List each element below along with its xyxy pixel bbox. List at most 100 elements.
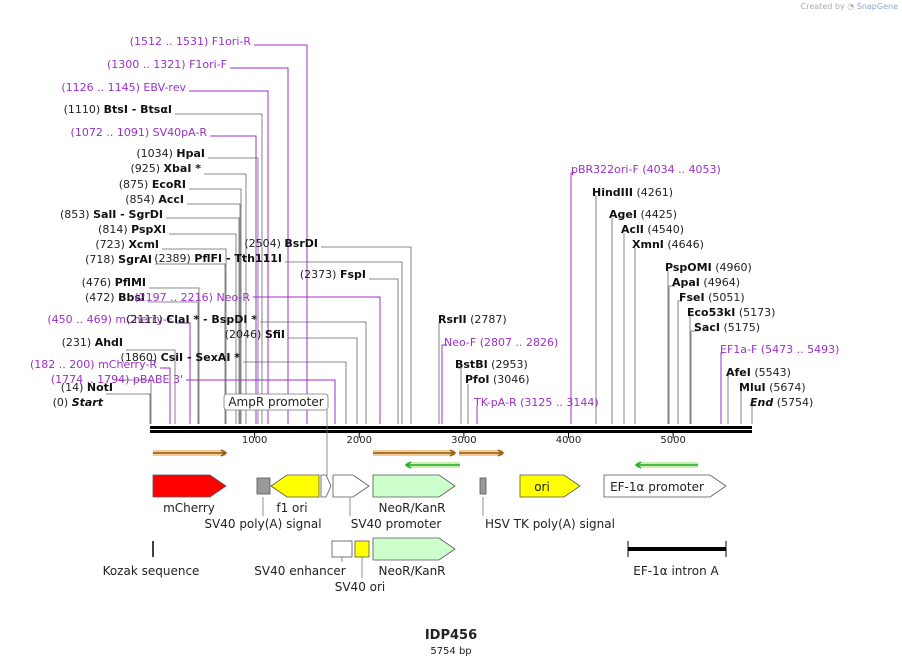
site-line-neo-r xyxy=(253,296,381,424)
feature-label-sv40-polya: SV40 poly(A) signal xyxy=(204,517,321,531)
feature-label-neor-kanr: NeoR/KanR xyxy=(378,501,445,515)
site-label-noti: (14) NotI xyxy=(61,381,113,394)
site-line-ecori xyxy=(189,188,242,424)
site-label-sali-sgrdi: (853) SalI - SgrDI xyxy=(60,208,163,221)
site-line-noti xyxy=(116,379,152,424)
feature-ori xyxy=(519,474,581,498)
site-line-sgrai xyxy=(155,263,226,424)
site-label-xmni: XmnI (4646) xyxy=(632,238,704,251)
site-label-f1ori-r: (1512 .. 1531) F1ori-R xyxy=(130,35,252,48)
site-label-pfoi: PfoI (3046) xyxy=(465,373,530,386)
site-connector-lines xyxy=(106,44,753,424)
site-line-mlui xyxy=(740,390,742,424)
feature-label-sv40-ori: SV40 ori xyxy=(335,580,386,594)
feature-ef1a-intron xyxy=(628,547,726,551)
site-line-rsrii xyxy=(438,322,441,424)
plasmid-name: IDP456 xyxy=(424,628,478,643)
site-label-saci: SacI (5175) xyxy=(694,321,760,334)
credit-prefix: Created by xyxy=(800,2,845,11)
site-line-hindiii xyxy=(595,195,597,424)
site-label-pbr322ori-f: pBR322ori-F (4034 .. 4053) xyxy=(571,163,721,176)
site-line-hpai xyxy=(208,157,259,424)
plasmid-length: 5754 bp xyxy=(430,646,472,657)
site-label-ef1a-f: EF1a-F (5473 .. 5493) xyxy=(720,343,839,356)
feature-track: AmpR promoter mCherry f1 ori SV40 poly(A) s… xyxy=(103,393,727,594)
site-line-fsei xyxy=(677,300,682,424)
feature-ef1a-promoter xyxy=(603,474,727,498)
site-label-sfii: (2046) SfiI xyxy=(225,328,285,341)
site-label-bbsi: (472) BbsI xyxy=(85,291,145,304)
feature-label-ef1a-promoter: EF-1α promoter xyxy=(610,480,704,494)
site-line-afei xyxy=(727,375,729,424)
site-label-agei: AgeI (4425) xyxy=(609,208,677,221)
site-label-pspxi: (814) PspXI xyxy=(98,223,166,236)
feature-sv40-ori xyxy=(354,540,370,558)
site-label-pflfi-tth111i: (2389) PflFI - Tth111I xyxy=(154,252,282,265)
site-line-neo-f xyxy=(441,344,447,424)
site-label-apai: ApaI (4964) xyxy=(672,276,740,289)
position-ruler: 1000 2000 3000 4000 5000 xyxy=(242,433,686,446)
site-label-mcherry-r: (182 .. 200) mCherry-R xyxy=(30,358,157,371)
site-label-hindiii: HindIII (4261) xyxy=(592,186,673,199)
site-line-fspi xyxy=(369,278,399,424)
site-label-fsei: FseI (5051) xyxy=(679,291,745,304)
site-line-end xyxy=(751,405,753,424)
snapgene-logo-icon: ◔ xyxy=(847,2,855,11)
site-line-bsrdi xyxy=(321,246,412,424)
site-line-pflmi xyxy=(149,287,200,424)
site-label-mcherry-f: (450 .. 469) mCherry-F xyxy=(47,313,173,326)
feature-ampr-promoter-arrow xyxy=(320,474,332,498)
site-label-csii-sexai: (1860) CsiI - SexAI * xyxy=(121,351,241,364)
site-line-pflfi-tth111i xyxy=(285,261,403,424)
site-label-tk-pa-r: TK-pA-R (3125 .. 3144) xyxy=(473,396,599,409)
site-label-start: (0) Start xyxy=(53,396,104,409)
feature-label-ef1a-intron: EF-1α intron A xyxy=(633,564,719,578)
site-line-sv40pa-r xyxy=(210,135,257,424)
site-line-xbai xyxy=(204,173,247,424)
site-line-ef1a-f xyxy=(720,352,723,424)
site-label-pspomi: PspOMI (4960) xyxy=(665,261,752,274)
feature-neor-kanr-2 xyxy=(372,537,456,561)
site-label-fspi: (2373) FspI xyxy=(300,268,366,281)
site-label-afei: AfeI (5543) xyxy=(726,366,791,379)
site-label-neo-r: (2197 .. 2216) Neo-R xyxy=(134,291,250,304)
site-line-mcherry-f xyxy=(176,322,191,424)
site-label-xbai: (925) XbaI * xyxy=(130,162,201,175)
feature-label-sv40-enhancer: SV40 enhancer xyxy=(254,564,345,578)
site-label-rsrii: RsrII (2787) xyxy=(438,313,507,326)
site-line-bbsi xyxy=(148,301,199,424)
snapgene-credit: Created by ◔ SnapGene xyxy=(801,2,898,11)
site-line-btsi-bts-i xyxy=(175,113,263,424)
site-label-ecori: (875) EcoRI xyxy=(119,178,186,191)
site-label-pflmi: (476) PflMI xyxy=(82,276,146,289)
site-line-sfii xyxy=(288,337,358,424)
feature-label-neor-kanr-2: NeoR/KanR xyxy=(378,564,445,578)
site-label-hpai: (1034) HpaI xyxy=(136,147,205,160)
site-label-acci: (854) AccI xyxy=(125,193,184,206)
tick-label-5000: 5000 xyxy=(660,435,685,446)
site-line-pbr322ori-f xyxy=(570,172,574,424)
site-line-mcherry-r xyxy=(160,367,171,424)
site-label-bstbi: BstBI (2953) xyxy=(455,358,528,371)
site-line-f1ori-r xyxy=(254,44,308,424)
feature-label-hsv-tk-polya: HSV TK poly(A) signal xyxy=(485,517,615,531)
site-labels: (0) Start (14) NotI (182 .. 200) mCherry-R… xyxy=(30,35,839,409)
backbone-strand-bottom xyxy=(150,430,752,433)
tick-label-2000: 2000 xyxy=(347,435,372,446)
feature-label-ori: ori xyxy=(534,480,550,494)
site-label-bsrdi: (2504) BsrDI xyxy=(244,237,318,250)
site-label-sgrai: (718) SgrAI xyxy=(85,253,152,266)
site-label-sv40pa-r: (1072 .. 1091) SV40pA-R xyxy=(71,126,208,139)
site-line-bstbi xyxy=(458,367,462,424)
feature-sv40-promoter xyxy=(332,474,370,498)
feature-hsv-tk-polya xyxy=(479,477,487,495)
site-label-acli: AclI (4540) xyxy=(621,223,684,236)
credit-brand: SnapGene xyxy=(856,2,898,11)
site-label-xcmi: (723) XcmI xyxy=(95,238,159,251)
tick-label-4000: 4000 xyxy=(556,435,581,446)
site-label-f1ori-f: (1300 .. 1321) F1ori-F xyxy=(107,58,227,71)
feature-mcherry xyxy=(152,474,227,498)
feature-sv40-polya xyxy=(256,477,271,495)
site-line-f1ori-f xyxy=(230,67,289,424)
